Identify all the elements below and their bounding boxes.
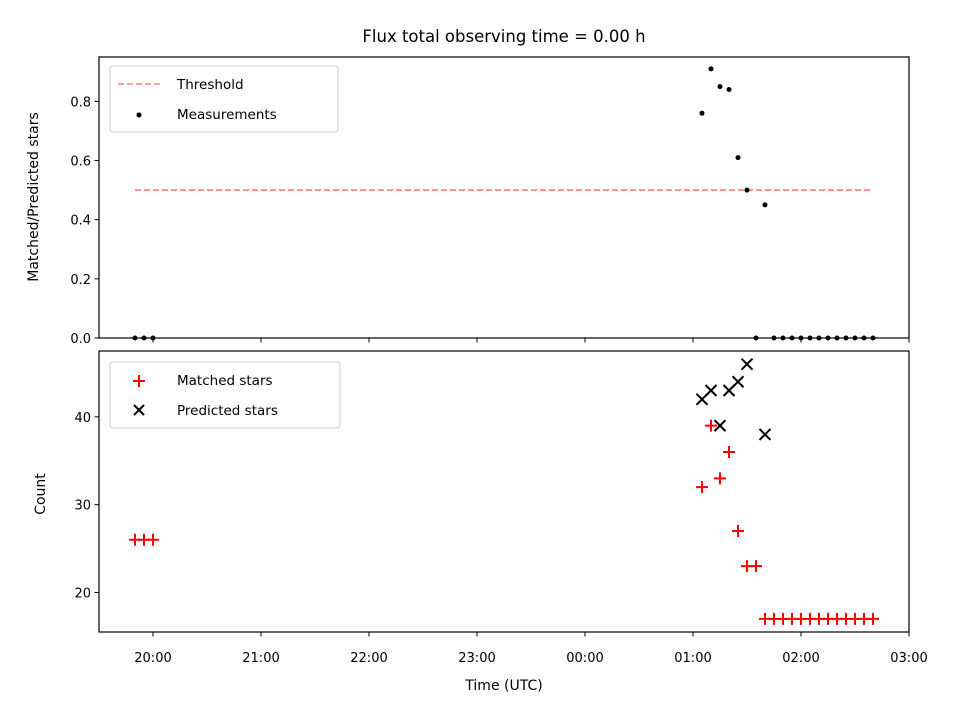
predicted-stars-point [713, 419, 727, 432]
legend-matched-swatch [133, 375, 145, 387]
matched-stars-point [147, 533, 159, 546]
measurements-point [699, 110, 705, 116]
y-tick-label: 0.4 [70, 214, 91, 229]
matched-stars-point [696, 481, 708, 494]
count-panel-marks [129, 357, 879, 625]
x-tick-label: 03:00 [890, 651, 927, 666]
count-panel-legend: Matched stars Predicted stars [109, 361, 341, 429]
measurements-point [762, 202, 768, 208]
measurements-point [708, 66, 714, 72]
measurements-point [861, 335, 867, 341]
predicted-stars-point [731, 375, 745, 388]
measurements-point [816, 335, 822, 341]
y-tick-label: 0.2 [70, 273, 91, 288]
legend-measurements-label: Measurements [177, 107, 277, 123]
matched-stars-point [750, 560, 762, 573]
legend-threshold-label: Threshold [176, 77, 244, 93]
ratio-panel-marks [132, 66, 876, 341]
measurements-point [843, 335, 849, 341]
ratio-panel-y-ticks: 0.0 0.2 0.4 0.6 0.8 [70, 95, 99, 347]
x-tick-label: 00:00 [566, 651, 603, 666]
measurements-point [852, 335, 858, 341]
count-panel-y-ticks: 20 30 40 [74, 411, 99, 601]
measurements-point [780, 335, 786, 341]
matched-stars-point [732, 525, 744, 538]
legend-frame [109, 361, 341, 429]
ratio-panel-x-ticks [152, 338, 910, 343]
y-tick-label: 0.8 [70, 95, 91, 110]
count-panel-ylabel: Count [33, 473, 49, 515]
matched-stars-point [723, 445, 735, 458]
legend-frame [109, 65, 339, 133]
measurements-point [834, 335, 840, 341]
measurements-point [807, 335, 813, 341]
ratio-panel: 0.00.20.40.60.8 Matched/Predicted stars … [26, 56, 910, 347]
x-tick-label: 20:00 [134, 651, 171, 666]
count-panel: 20:00 21:00 22:00 23:00 00:00 01:00 02:00 03:00… [33, 350, 928, 666]
measurements-point [735, 155, 741, 161]
ratio-panel-legend: Threshold Measurements [109, 65, 339, 133]
y-tick-label: 0.6 [70, 155, 91, 170]
matched-stars-point [867, 612, 879, 625]
measurements-point [744, 187, 750, 193]
measurements-point [753, 335, 759, 341]
measurements-point [771, 335, 777, 341]
legend-measurements-swatch [136, 112, 142, 118]
y-tick-label: 40 [74, 411, 91, 426]
measurements-point [789, 335, 795, 341]
matched-stars-point [705, 419, 717, 432]
y-tick-label: 0.0 [70, 332, 91, 347]
measurements-point [132, 335, 138, 341]
ratio-panel-ylabel: Matched/Predicted stars [26, 112, 42, 282]
y-tick-label: 20 [74, 586, 91, 601]
matched-stars-point [714, 472, 726, 485]
measurements-point [141, 335, 147, 341]
measurements-point [825, 335, 831, 341]
predicted-stars-point [704, 384, 718, 397]
measurements-point [726, 87, 732, 93]
y-tick-label: 30 [74, 499, 91, 514]
x-tick-label: 01:00 [674, 651, 711, 666]
measurements-point [870, 335, 876, 341]
x-tick-label: 23:00 [458, 651, 495, 666]
x-tick-label: 22:00 [350, 651, 387, 666]
x-tick-label: 21:00 [242, 651, 279, 666]
x-tick-label: 02:00 [782, 651, 819, 666]
measurements-point [717, 84, 723, 90]
legend-predicted-swatch [133, 404, 145, 416]
count-panel-x-ticks: 20:00 21:00 22:00 23:00 00:00 01:00 02:00 03:00 [134, 632, 928, 666]
predicted-stars-point [758, 428, 772, 441]
legend-predicted-label: Predicted stars [177, 403, 278, 419]
x-axis-label: Time (UTC) [464, 678, 542, 694]
legend-matched-label: Matched stars [177, 373, 273, 389]
chart-title: Flux total observing time = 0.00 h [362, 27, 645, 46]
predicted-stars-point [740, 357, 754, 371]
